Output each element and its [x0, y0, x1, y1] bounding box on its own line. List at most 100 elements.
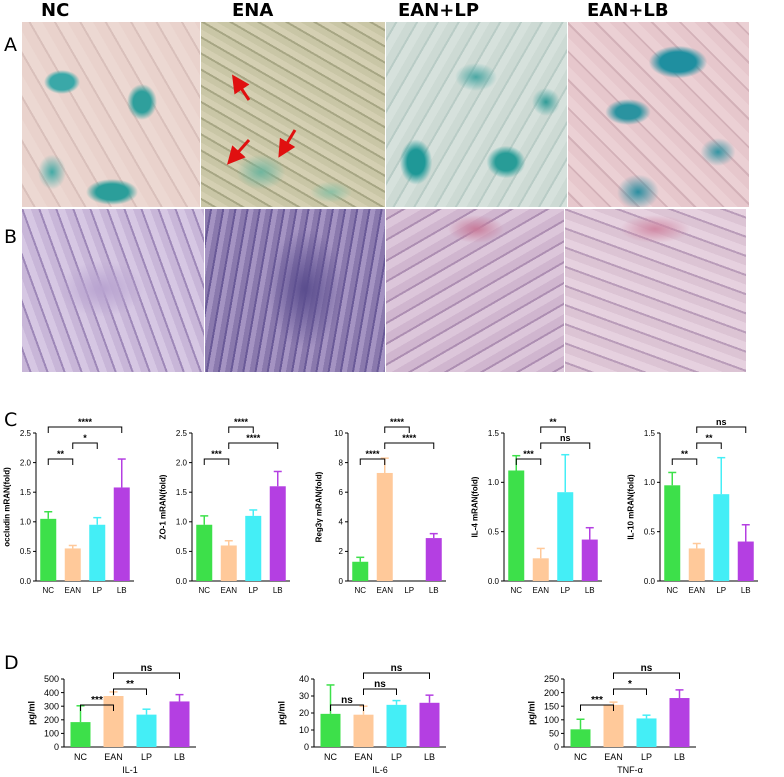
- bar-ean: [64, 548, 81, 581]
- significance-label: ****: [234, 417, 249, 427]
- significance-bracket: [696, 426, 747, 433]
- y-axis-label: pg/ml: [26, 701, 36, 725]
- significance-label: ns: [391, 663, 403, 674]
- bar-lp: [245, 515, 262, 581]
- bar-nc: [70, 722, 91, 747]
- x-axis-label: TNF-α: [617, 765, 643, 775]
- micrograph-a-nc: [22, 22, 200, 207]
- x-tick-label: LB: [429, 586, 439, 595]
- y-tick-label: 1.0: [644, 478, 656, 487]
- bar-ean: [353, 714, 374, 747]
- y-tick-label: 100: [44, 729, 59, 739]
- significance-label: **: [549, 417, 557, 427]
- y-tick-label: 30: [299, 691, 309, 701]
- y-tick-label: 300: [44, 701, 59, 711]
- x-tick-label: EAN: [104, 752, 123, 762]
- y-tick-label: 1.0: [176, 518, 188, 527]
- x-tick-label: NC: [666, 586, 678, 595]
- y-tick-label: 500: [44, 674, 59, 684]
- x-tick-label: LB: [585, 586, 595, 595]
- bar-ean: [376, 472, 393, 581]
- bar-lb: [419, 702, 440, 747]
- micrograph-b-nc: [22, 209, 204, 372]
- y-tick-label: 0.5: [20, 547, 32, 556]
- x-tick-label: LP: [391, 752, 402, 762]
- x-tick-label: LB: [424, 752, 435, 762]
- y-tick-label: 2.5: [176, 429, 188, 438]
- significance-label: *: [83, 433, 87, 443]
- significance-bracket: [580, 704, 614, 711]
- chart-zo-1: 0.0 0.5 1.0 1.5 2.0 2.5 ZO-1 mRAN(fold) NC EAN LP…: [159, 417, 290, 595]
- bar-nc: [664, 485, 681, 581]
- significance-bracket: [47, 458, 74, 465]
- bar-ean: [220, 545, 237, 581]
- bar-lb: [581, 539, 598, 581]
- significance-bracket: [613, 688, 647, 695]
- bar-lb: [269, 486, 286, 581]
- x-tick-label: LP: [641, 752, 652, 762]
- panel-label-d: D: [4, 652, 19, 674]
- bar-lb: [737, 541, 754, 581]
- bar-lb: [113, 487, 130, 581]
- significance-label: ***: [91, 695, 103, 706]
- significance-label: ****: [390, 417, 405, 427]
- x-tick-label: LP: [92, 586, 102, 595]
- arrow-icon: [278, 129, 297, 158]
- y-tick-label: 2: [339, 547, 344, 556]
- y-tick-label: 0.0: [20, 577, 32, 586]
- x-tick-label: EAN: [377, 586, 394, 595]
- y-tick-label: 0.0: [488, 577, 500, 586]
- x-tick-label: LP: [560, 586, 570, 595]
- significance-bracket: [47, 426, 123, 433]
- bar-lb: [669, 698, 690, 747]
- y-tick-label: 40: [299, 674, 309, 684]
- x-tick-label: EAN: [533, 586, 550, 595]
- significance-bracket: [540, 426, 566, 433]
- y-tick-label: 0: [554, 742, 559, 752]
- y-tick-label: 20: [299, 708, 309, 718]
- header-nc: NC: [41, 0, 70, 21]
- y-tick-label: 0.5: [644, 527, 656, 536]
- significance-bracket: [359, 458, 386, 465]
- micrograph-a-ean-lb: [568, 22, 749, 207]
- significance-label: ns: [374, 679, 386, 690]
- significance-bracket: [363, 688, 397, 695]
- significance-bracket: [515, 458, 542, 465]
- y-tick-label: 0.0: [644, 577, 656, 586]
- micrograph-b-ena: [205, 209, 385, 372]
- y-tick-label: 0: [304, 742, 309, 752]
- header-ena: ENA: [232, 0, 274, 21]
- x-tick-label: NC: [198, 586, 210, 595]
- panel-label-b: B: [4, 226, 18, 248]
- x-tick-label: NC: [574, 752, 587, 762]
- significance-bracket: [330, 704, 364, 711]
- y-tick-label: 2.0: [176, 458, 188, 467]
- bar-nc: [196, 524, 213, 581]
- y-tick-label: 150: [544, 701, 559, 711]
- x-tick-label: NC: [510, 586, 522, 595]
- significance-bracket: [72, 442, 98, 449]
- x-tick-label: EAN: [604, 752, 623, 762]
- y-tick-label: 0.5: [488, 527, 500, 536]
- significance-label: **: [57, 449, 65, 459]
- significance-bracket: [671, 458, 698, 465]
- x-tick-label: LB: [741, 586, 751, 595]
- y-tick-label: 1.5: [20, 488, 32, 497]
- x-tick-label: NC: [74, 752, 87, 762]
- arrow-icon: [232, 74, 251, 101]
- x-tick-label: LP: [141, 752, 152, 762]
- y-tick-label: 50: [549, 729, 559, 739]
- x-tick-label: NC: [324, 752, 337, 762]
- significance-label: ****: [402, 433, 417, 443]
- bar-lp: [557, 492, 574, 581]
- y-axis-label: pg/ml: [276, 701, 286, 725]
- y-tick-label: 1.0: [20, 518, 32, 527]
- y-axis-label: IL-10 mRAN(fold): [627, 474, 636, 540]
- y-tick-label: 2.0: [20, 458, 32, 467]
- panel-label-a: A: [4, 34, 17, 56]
- significance-label: ns: [341, 695, 353, 706]
- micrograph-a-ean-lp: [386, 22, 567, 207]
